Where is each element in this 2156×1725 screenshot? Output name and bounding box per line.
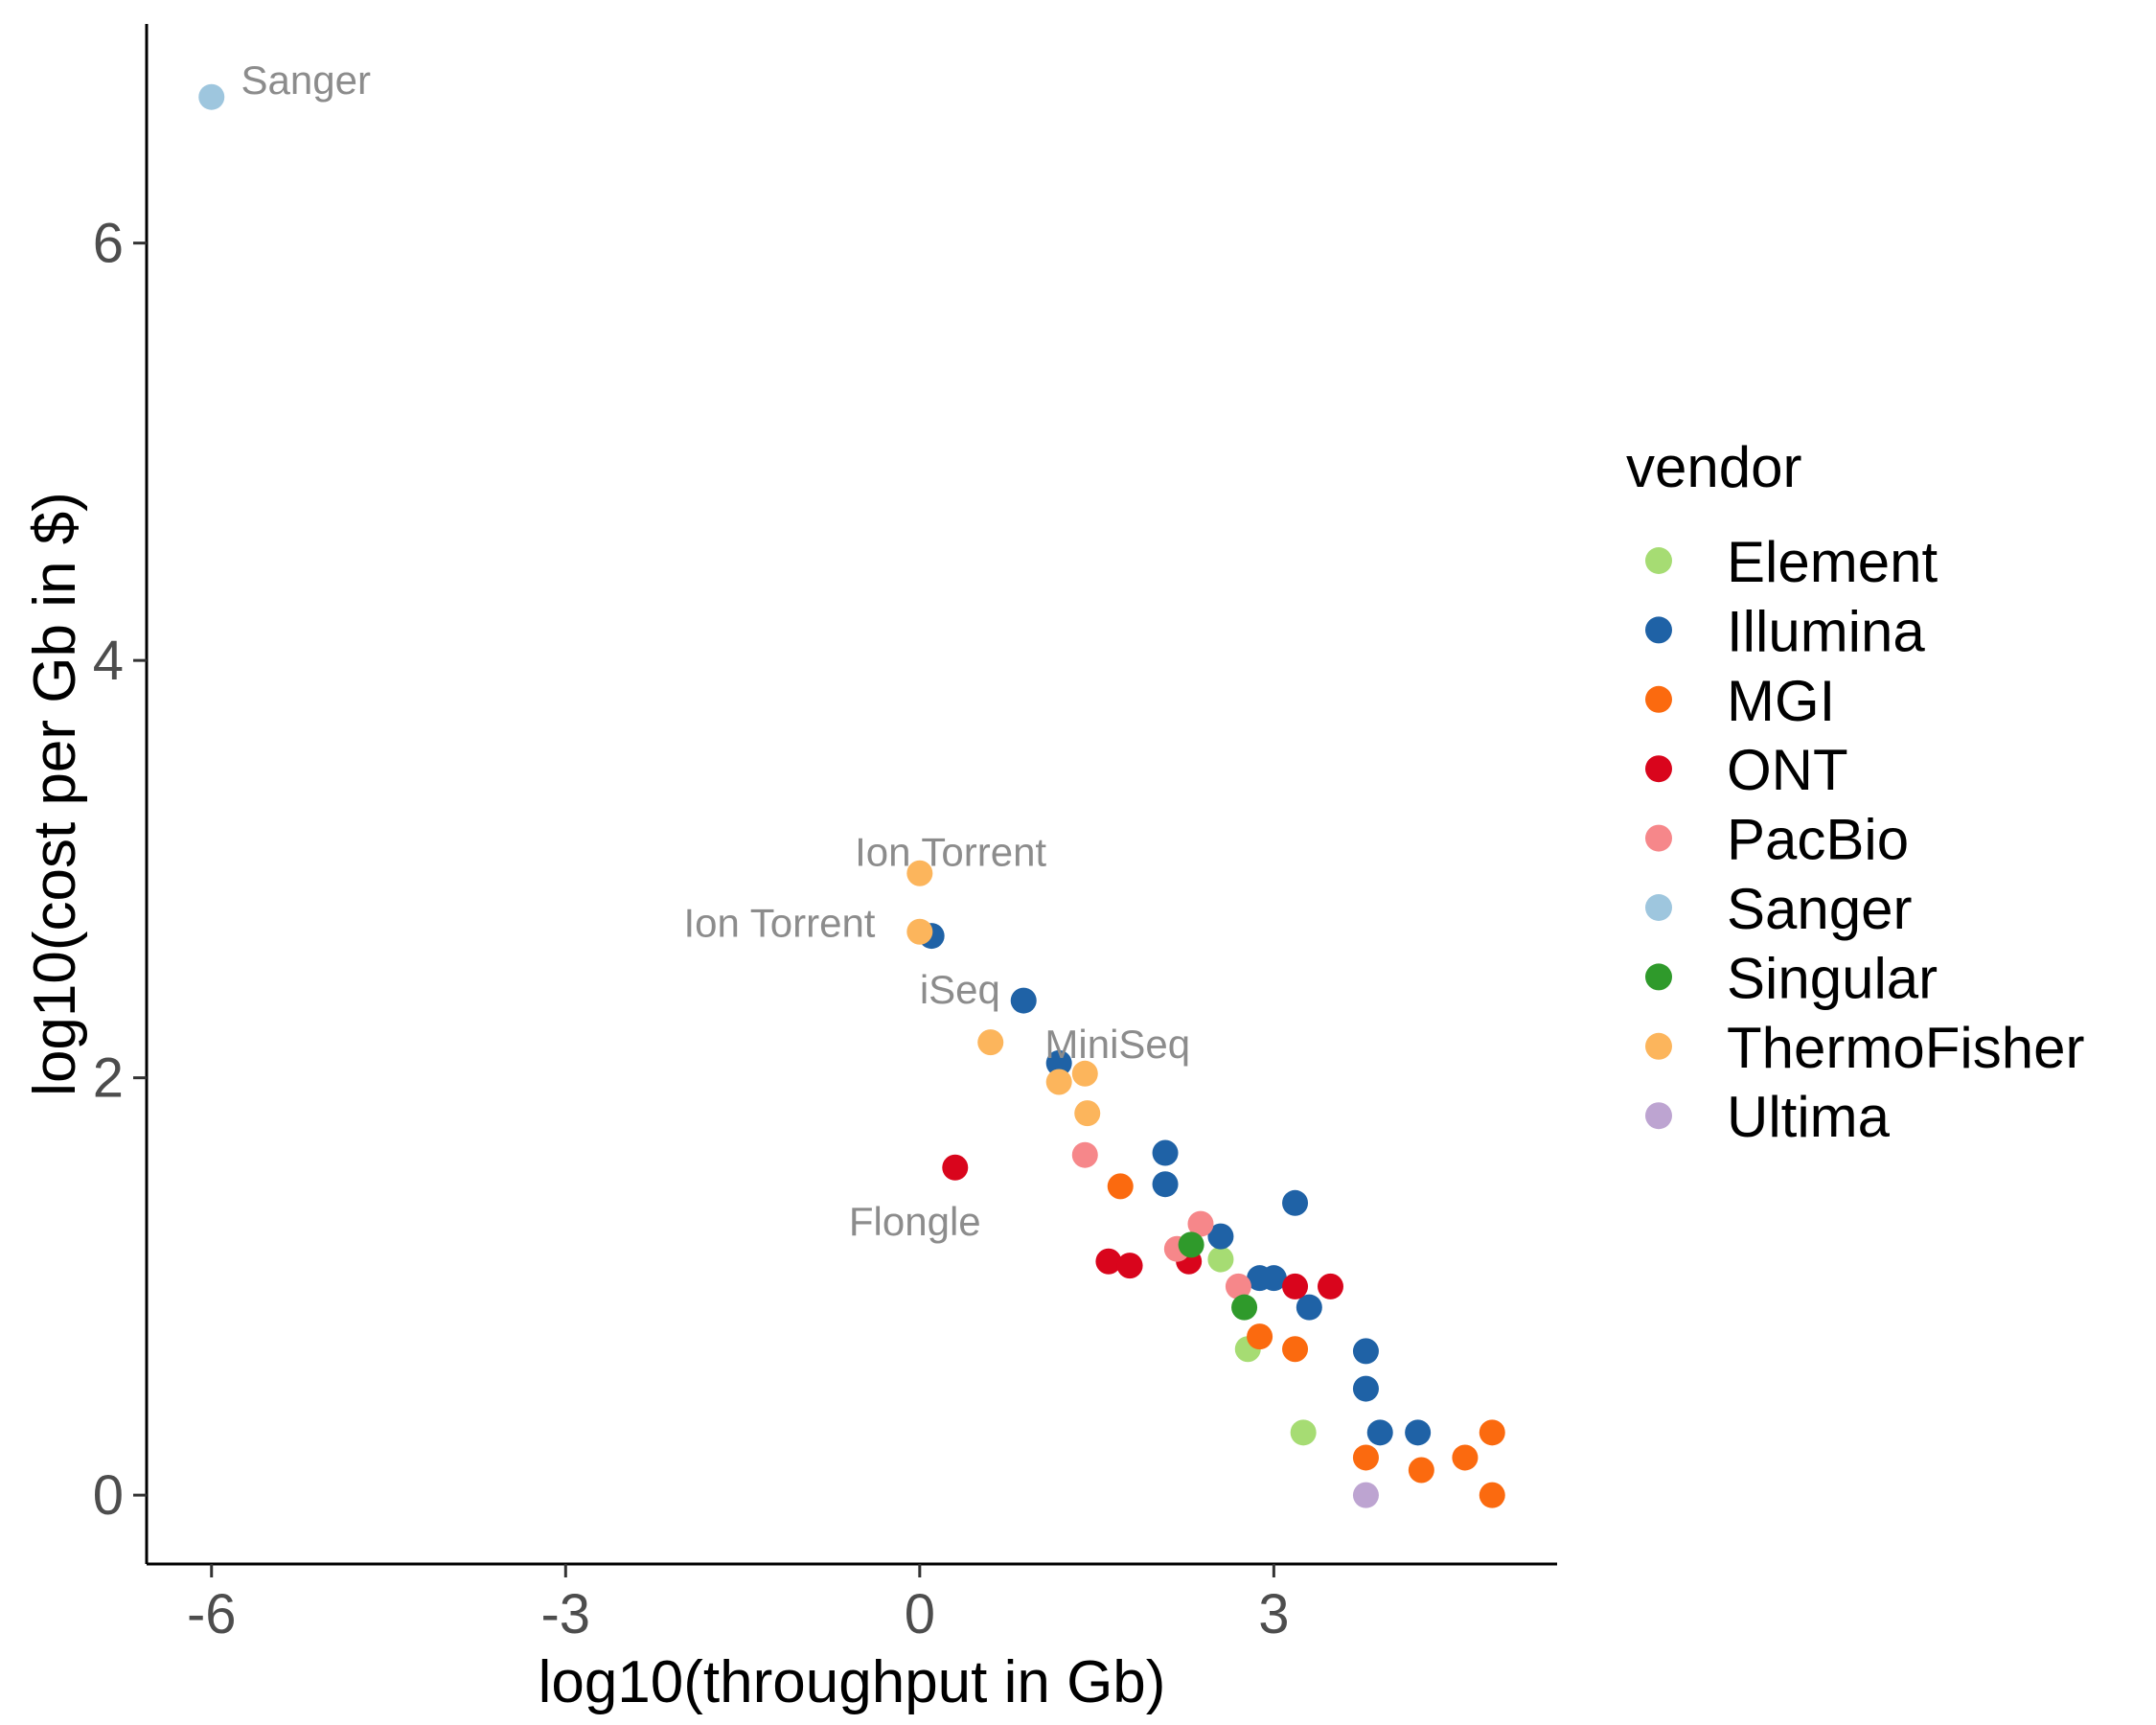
y-ticks: 0 2 4 6 <box>93 213 147 1527</box>
legend-key <box>1645 547 1672 574</box>
data-point-illumina <box>1352 1338 1379 1365</box>
legend-title: vendor <box>1626 435 1801 499</box>
x-tick-label: -3 <box>540 1583 590 1645</box>
legend-key <box>1645 894 1672 921</box>
legend-label: ThermoFisher <box>1727 1016 2084 1080</box>
legend-label: Sanger <box>1727 877 1912 941</box>
data-point-sanger <box>198 83 225 110</box>
x-tick-label: 0 <box>905 1583 935 1645</box>
data-point-pacbio <box>1187 1210 1214 1237</box>
y-tick-label: 6 <box>93 213 124 275</box>
legend-key <box>1645 824 1672 852</box>
legend-key <box>1645 685 1672 713</box>
legend: vendor ElementIlluminaMGIONTPacBioSanger… <box>1626 435 2084 1149</box>
y-tick-label: 4 <box>93 630 124 692</box>
legend-label: Ultima <box>1727 1085 1891 1149</box>
data-point-illumina <box>1152 1139 1179 1166</box>
data-point-mgi <box>1452 1444 1479 1471</box>
legend-label: PacBio <box>1727 808 1909 872</box>
legend-label: Illumina <box>1727 599 1925 663</box>
point-annotation: iSeq <box>920 967 1000 1012</box>
data-point-ultima <box>1352 1482 1379 1508</box>
data-point-mgi <box>1352 1444 1379 1471</box>
y-tick-label: 2 <box>93 1047 124 1110</box>
data-point-mgi <box>1479 1419 1505 1446</box>
data-point-ont <box>942 1154 969 1181</box>
legend-key <box>1645 1102 1672 1130</box>
x-tick-label: 3 <box>1258 1583 1289 1645</box>
data-point-pacbio <box>1071 1141 1098 1168</box>
data-points <box>198 83 1505 1508</box>
x-axis-title: log10(throughput in Gb) <box>539 1649 1166 1715</box>
data-point-thermofisher <box>1071 1060 1098 1087</box>
data-point-element <box>1207 1246 1234 1273</box>
data-point-mgi <box>1107 1173 1134 1200</box>
legend-key <box>1645 1032 1672 1060</box>
data-point-mgi <box>1479 1482 1505 1508</box>
data-point-ont <box>1317 1273 1343 1300</box>
legend-key <box>1645 616 1672 644</box>
data-point-singular <box>1178 1231 1204 1258</box>
data-point-mgi <box>1247 1323 1273 1350</box>
data-point-element <box>1290 1419 1317 1446</box>
data-point-thermofisher <box>1045 1069 1072 1095</box>
data-point-illumina <box>1010 987 1037 1014</box>
data-point-singular <box>1231 1294 1258 1321</box>
data-point-mgi <box>1282 1336 1309 1363</box>
data-point-illumina <box>1352 1375 1379 1402</box>
y-tick-label: 0 <box>93 1464 124 1527</box>
point-annotation: Sanger <box>241 58 371 103</box>
point-annotation: MiniSeq <box>1044 1022 1190 1067</box>
data-point-illumina <box>1260 1265 1287 1292</box>
data-point-illumina <box>1282 1189 1309 1216</box>
legend-key <box>1645 755 1672 783</box>
data-point-illumina <box>1207 1223 1234 1250</box>
data-point-illumina <box>1152 1171 1179 1198</box>
x-ticks: -6 -3 0 3 <box>187 1564 1290 1645</box>
data-point-thermofisher <box>1074 1100 1101 1127</box>
data-point-thermofisher <box>977 1029 1004 1056</box>
point-annotations: Sanger Ion Torrent Ion Torrent iSeq MiniSeq F… <box>241 58 1191 1244</box>
data-point-thermofisher <box>906 918 933 945</box>
point-annotation: Ion Torrent <box>683 901 875 946</box>
legend-key <box>1645 963 1672 991</box>
point-annotation: Flongle <box>849 1199 981 1244</box>
data-point-pacbio <box>1225 1273 1251 1300</box>
y-axis-title: log10(cost per Gb in $) <box>22 492 88 1096</box>
data-point-mgi <box>1408 1457 1434 1484</box>
x-tick-label: -6 <box>187 1583 237 1645</box>
legend-label: Element <box>1727 530 1938 594</box>
legend-label: ONT <box>1727 738 1848 802</box>
point-annotation: Ion Torrent <box>855 829 1046 874</box>
data-point-ont <box>1116 1253 1143 1279</box>
data-point-thermofisher <box>906 860 933 886</box>
data-point-ont <box>1282 1273 1309 1300</box>
legend-items: ElementIlluminaMGIONTPacBioSangerSingula… <box>1645 530 2084 1149</box>
data-point-illumina <box>1045 1049 1072 1076</box>
legend-label: MGI <box>1727 669 1835 733</box>
data-point-illumina <box>1405 1419 1432 1446</box>
axes <box>145 24 1557 1566</box>
data-point-illumina <box>1366 1419 1393 1446</box>
legend-label: Singular <box>1727 946 1938 1010</box>
data-point-illumina <box>1296 1294 1322 1321</box>
data-point-ont <box>1095 1248 1122 1275</box>
